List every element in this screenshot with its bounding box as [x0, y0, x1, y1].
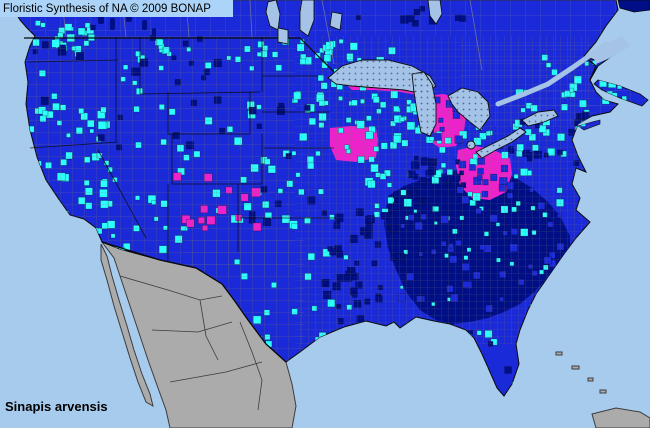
county-speckle — [504, 366, 512, 374]
st-lawrence-river — [495, 36, 630, 107]
map-title: Floristic Synthesis of NA © 2009 BONAP — [3, 2, 211, 15]
lake-winnipeg — [299, 0, 315, 37]
lake-manitoba — [277, 27, 289, 45]
newfoundland-corner — [617, 0, 650, 13]
baja-peninsula — [100, 243, 154, 408]
us-canada-border — [24, 37, 335, 73]
canadian-lakes — [265, 0, 443, 45]
state-borders — [27, 37, 336, 262]
mexico-state-lines — [119, 275, 263, 411]
us-mexico-border — [101, 241, 287, 363]
bahamas-islands — [555, 351, 607, 394]
foreign-landmasses — [100, 240, 650, 428]
species-name-label: Sinapis arvensis — [5, 399, 108, 414]
lake-of-the-woods — [329, 11, 343, 31]
cuba-island — [591, 407, 650, 428]
james-bay — [427, 0, 443, 25]
canada-province-lines — [61, 0, 483, 71]
title-bar: Floristic Synthesis of NA © 2009 BONAP — [0, 0, 233, 17]
